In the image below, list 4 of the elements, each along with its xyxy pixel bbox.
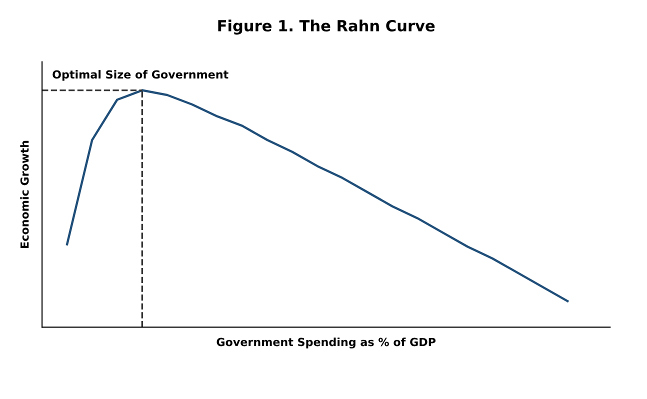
y-axis-title: Economic Growth [20, 140, 29, 248]
x-axis-title: Government Spending as % of GDP [216, 338, 436, 348]
text: Optimal Size of Government [52, 70, 228, 81]
chart-title: Figure 1. The Rahn Curve [218, 20, 435, 35]
